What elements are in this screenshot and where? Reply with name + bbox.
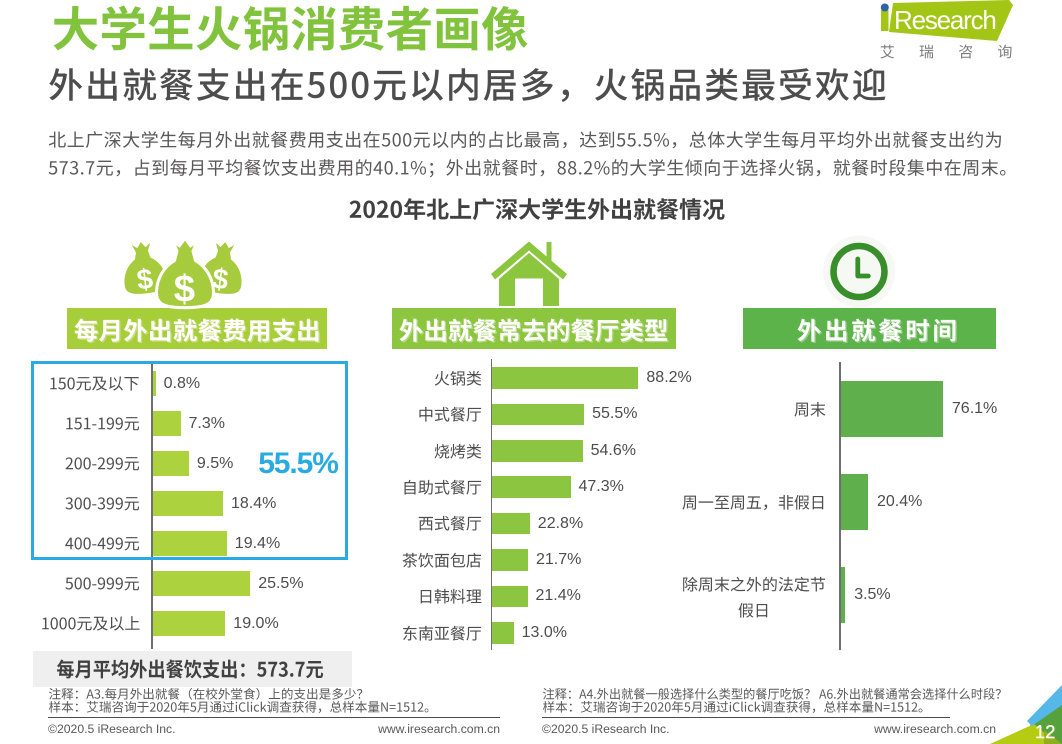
svg-text:12: 12 [1035,721,1056,742]
svg-text:12: 12 [1035,722,1056,743]
svg-text:$: $ [174,267,195,310]
svg-text:$: $ [135,263,155,297]
svg-text:Research: Research [894,5,996,35]
svg-text:$: $ [210,263,230,297]
